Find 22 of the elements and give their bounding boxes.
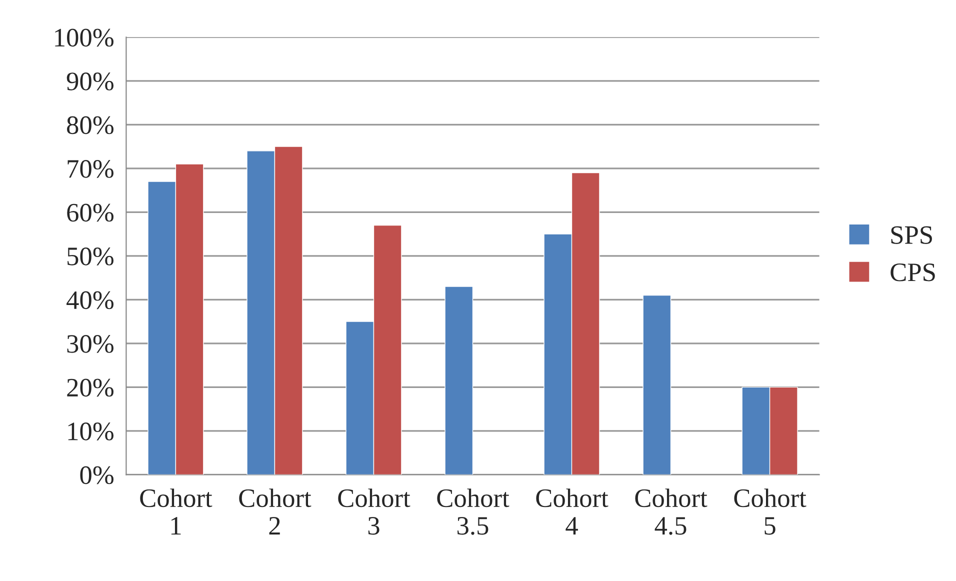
x-tick-label: Cohort 5 <box>734 488 806 535</box>
x-tick-label: Cohort 3 <box>338 488 410 535</box>
y-tick-label: 80% <box>67 116 114 134</box>
legend-label: SPS <box>891 226 932 244</box>
y-tick-label: 40% <box>66 291 114 310</box>
y-tick-label: 0% <box>80 466 114 484</box>
x-tick-label: Cohort 4.5 <box>635 488 708 535</box>
y-tick-label: 10% <box>68 422 114 440</box>
x-tick-label: Cohort 1 <box>140 488 212 534</box>
bar <box>642 294 672 475</box>
y-tick-label: 90% <box>66 72 114 90</box>
y-tick-label: 100% <box>55 28 114 47</box>
x-tick-label: Cohort 4 <box>536 488 608 534</box>
legend-label: CPS <box>890 264 935 282</box>
y-tick-label: 30% <box>67 335 114 353</box>
x-tick-label: Cohort 2 <box>239 488 312 534</box>
y-tick-label: 20% <box>67 378 114 397</box>
bar <box>444 286 474 475</box>
y-tick-label: 70% <box>68 160 114 178</box>
y-tick-label: 50% <box>68 248 114 266</box>
x-tick-label: Cohort 3.5 <box>437 488 510 535</box>
y-tick-label: 60% <box>67 204 114 222</box>
